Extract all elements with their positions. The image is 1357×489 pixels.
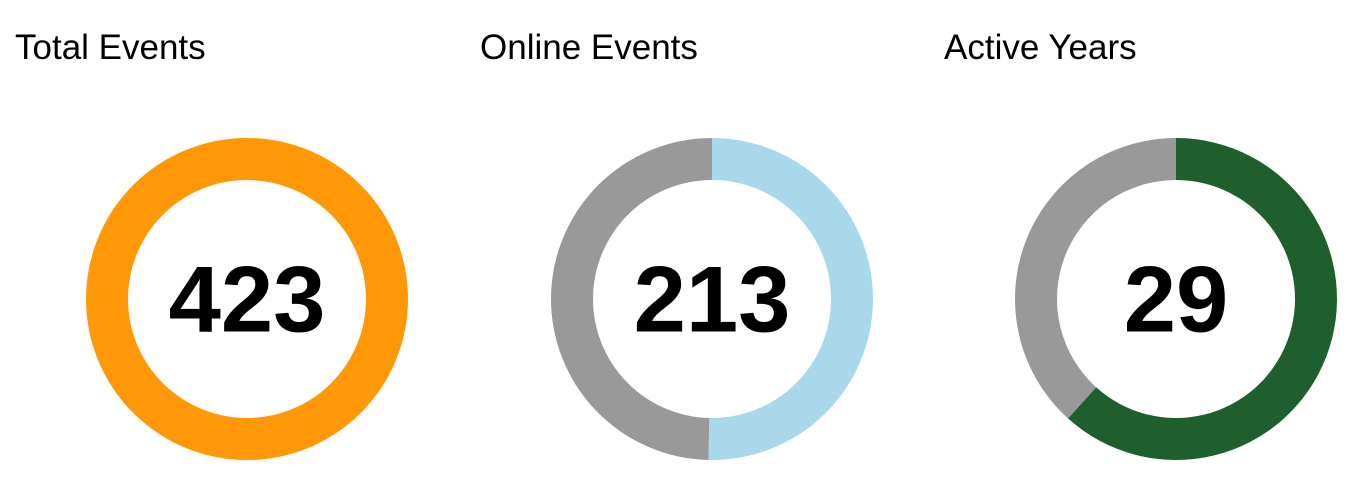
online-events-donut: 213 <box>550 138 873 460</box>
donut-slice-0 <box>708 138 873 460</box>
active-years-panel: Active Years 29 <box>928 0 1357 489</box>
donut-slices <box>550 138 873 460</box>
active-years-donut: 29 <box>1015 138 1337 460</box>
center-value: 423 <box>169 247 326 352</box>
panel-title: Online Events <box>480 28 698 67</box>
online-events-panel: Online Events 213 <box>464 0 928 489</box>
donut-slice-0 <box>1068 138 1337 460</box>
center-value: 213 <box>634 247 791 352</box>
donut-slice-1 <box>1015 138 1176 419</box>
donut-slices <box>86 138 408 460</box>
panel-title: Total Events <box>15 28 206 67</box>
donut-slice-0 <box>86 138 408 460</box>
center-value: 29 <box>1124 247 1229 352</box>
donut-slice-1 <box>550 138 712 460</box>
total-events-donut: 423 <box>86 138 408 460</box>
donut-slices <box>1015 138 1337 460</box>
panel-title: Active Years <box>944 28 1137 67</box>
total-events-panel: Total Events 423 <box>0 0 464 489</box>
